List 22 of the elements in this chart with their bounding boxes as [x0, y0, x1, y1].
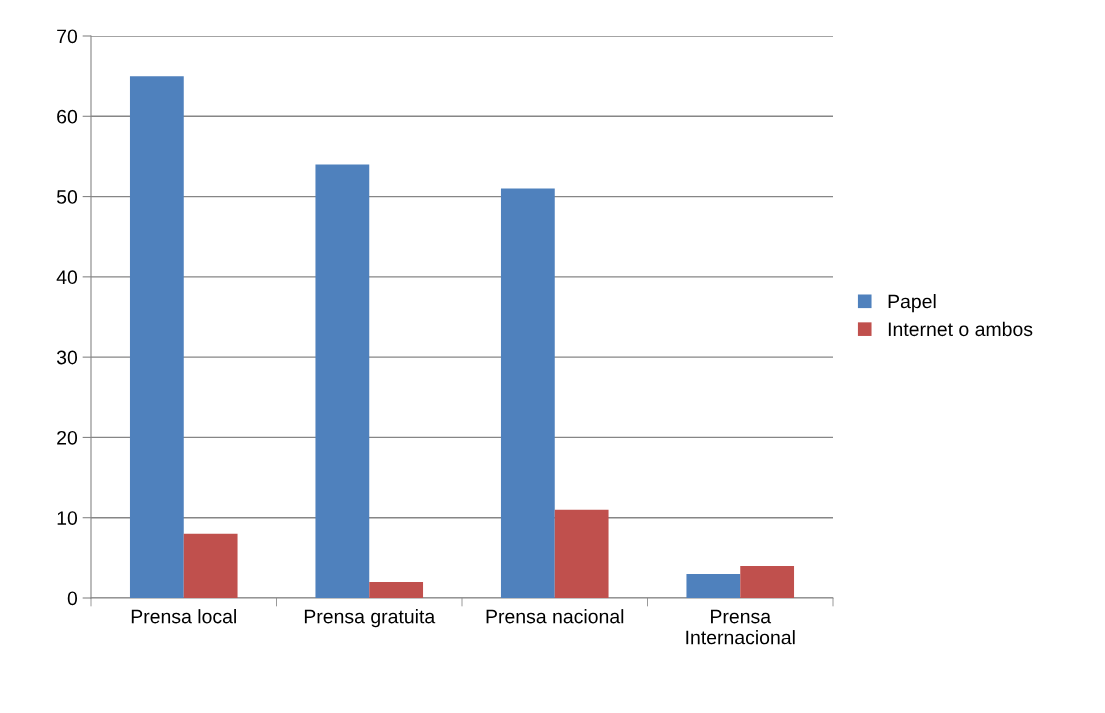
y-tick-label: 40	[56, 270, 78, 285]
y-tick-label: 0	[67, 591, 78, 606]
bar	[129, 76, 184, 598]
x-tick-label: Prensa gratuita	[304, 609, 436, 628]
y-tick-label: 10	[57, 511, 78, 525]
y-tick-label: 20	[57, 430, 78, 445]
bar	[500, 188, 555, 598]
legend-label: Internet o ambos	[888, 321, 1033, 337]
y-tick-label: 30	[56, 350, 78, 365]
x-tick-label: Prensa nacional	[486, 609, 624, 624]
x-tick-label: Prensa local	[131, 609, 236, 624]
y-tick-label: 50	[56, 190, 78, 204]
x-tick-label: Prensa Internacional	[686, 609, 795, 645]
bar	[740, 565, 795, 598]
bar	[183, 533, 238, 598]
bar	[369, 581, 424, 598]
y-tick-label: 70	[57, 29, 78, 44]
bar	[315, 164, 370, 598]
bar	[554, 509, 609, 598]
y-tick-label: 60	[57, 109, 78, 124]
bar	[686, 573, 741, 598]
legend-label: Papel	[888, 294, 936, 313]
